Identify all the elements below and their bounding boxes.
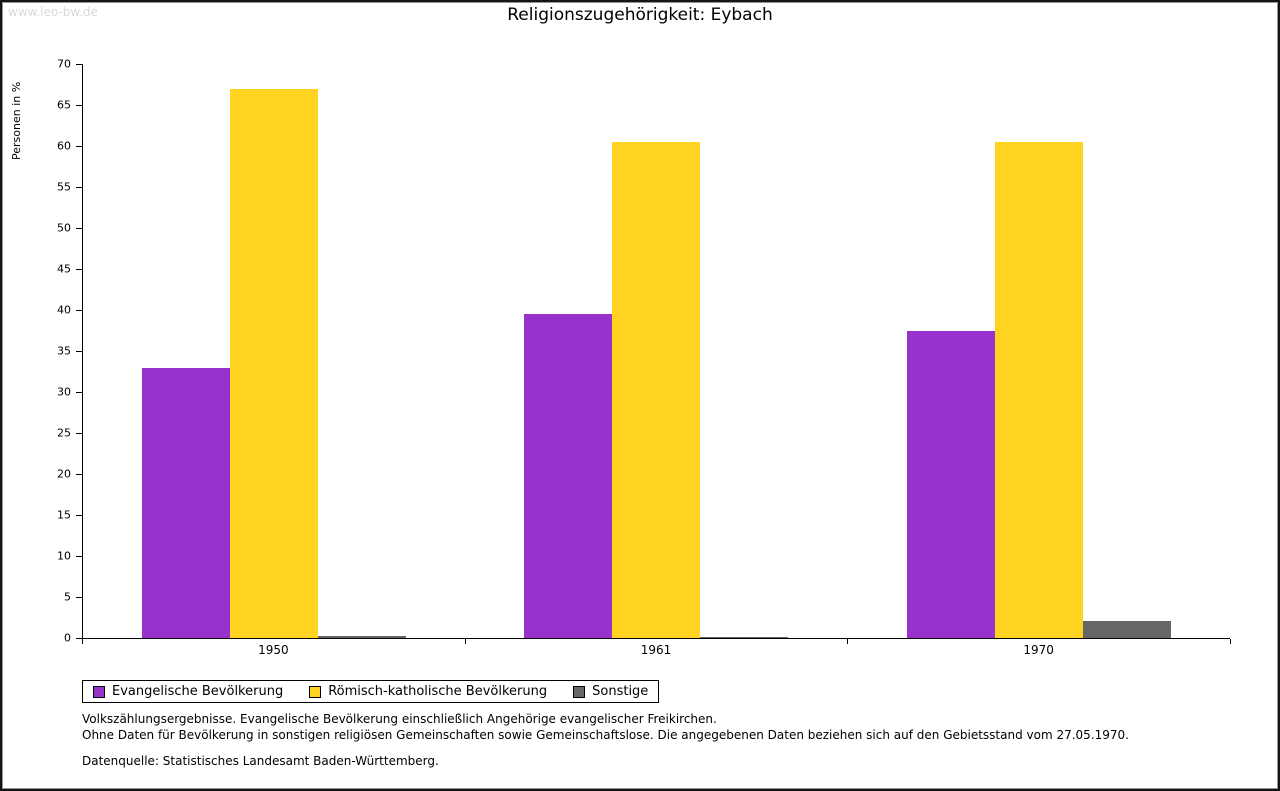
bar-1961 bbox=[612, 141, 701, 638]
plot-area bbox=[82, 64, 1230, 639]
bar-1970 bbox=[994, 141, 1083, 638]
bar-group-1961 bbox=[465, 64, 847, 638]
y-tick bbox=[76, 392, 82, 393]
y-tick-label: 10 bbox=[57, 549, 71, 563]
y-tick-label: 40 bbox=[57, 303, 71, 317]
legend-item-sonstige: Sonstige bbox=[573, 684, 648, 699]
y-tick bbox=[76, 351, 82, 352]
legend-label-evangelisch: Evangelische Bevölkerung bbox=[112, 684, 284, 699]
y-tick bbox=[76, 597, 82, 598]
y-tick-label: 20 bbox=[57, 467, 71, 481]
y-tick-label: 60 bbox=[57, 139, 71, 153]
legend-item-evangelisch: Evangelische Bevölkerung bbox=[93, 684, 283, 699]
y-tick bbox=[76, 146, 82, 147]
y-tick-label: 65 bbox=[57, 98, 71, 112]
y-tick-label: 55 bbox=[57, 180, 71, 194]
bar-group-1970 bbox=[848, 64, 1230, 638]
watermark: www.leo-bw.de bbox=[8, 5, 98, 19]
legend-swatch-evangelisch bbox=[93, 685, 105, 698]
x-tick bbox=[847, 639, 849, 644]
x-tick bbox=[464, 639, 466, 644]
bar-group-1950 bbox=[83, 64, 465, 638]
y-tick-label: 50 bbox=[57, 221, 71, 235]
y-tick bbox=[76, 474, 82, 475]
y-tick bbox=[76, 269, 82, 270]
y-tick bbox=[76, 187, 82, 188]
bar-1961 bbox=[524, 314, 613, 638]
y-tick-label: 15 bbox=[57, 508, 71, 522]
legend: Evangelische Bevölkerung Römisch-katholi… bbox=[82, 680, 660, 703]
y-tick bbox=[76, 638, 82, 639]
y-tick bbox=[76, 556, 82, 557]
legend-swatch-katholisch bbox=[309, 685, 322, 698]
bar-1970 bbox=[906, 331, 995, 638]
footnotes: Volkszählungsergebnisse. Evangelische Be… bbox=[82, 712, 1129, 770]
bar-1950 bbox=[230, 89, 319, 638]
y-tick-label: 0 bbox=[64, 631, 71, 645]
legend-label-sonstige: Sonstige bbox=[592, 684, 649, 699]
legend-swatch-sonstige bbox=[573, 685, 586, 698]
chart-title: Religionszugehörigkeit: Eybach bbox=[507, 5, 773, 25]
y-tick bbox=[76, 515, 82, 516]
x-tick-label: 1970 bbox=[1023, 643, 1054, 657]
y-tick-label: 45 bbox=[57, 262, 71, 276]
footnote-line-1: Volkszählungsergebnisse. Evangelische Be… bbox=[82, 712, 717, 726]
bar-1950 bbox=[318, 635, 407, 638]
y-tick bbox=[76, 105, 82, 106]
data-source: Datenquelle: Statistisches Landesamt Bad… bbox=[82, 754, 439, 768]
y-tick bbox=[76, 64, 82, 65]
x-tick bbox=[1230, 639, 1231, 644]
y-tick-label: 5 bbox=[64, 590, 71, 604]
bar-1961 bbox=[700, 637, 789, 638]
y-tick-label: 35 bbox=[57, 344, 71, 358]
x-tick-label: 1961 bbox=[640, 643, 672, 657]
x-tick-label: 1950 bbox=[258, 643, 289, 657]
y-tick-label: 30 bbox=[57, 385, 71, 399]
legend-label-katholisch: Römisch-katholische Bevölkerung bbox=[328, 684, 548, 699]
legend-item-katholisch: Römisch-katholische Bevölkerung bbox=[309, 684, 547, 699]
y-axis: 0 5 10 15 20 25 30 35 40 45 50 55 60 65 70 bbox=[2, 58, 82, 645]
x-tick bbox=[82, 639, 83, 644]
bar-1970 bbox=[1082, 620, 1171, 638]
y-tick bbox=[76, 433, 82, 434]
y-tick bbox=[76, 228, 82, 229]
y-tick bbox=[76, 310, 82, 311]
x-axis: 1950 1961 1970 bbox=[82, 643, 1230, 657]
y-tick-label: 70 bbox=[57, 57, 71, 71]
footnote-line-2: Ohne Daten für Bevölkerung in sonstigen … bbox=[82, 727, 1129, 742]
y-tick-label: 25 bbox=[57, 426, 71, 440]
bar-1950 bbox=[142, 368, 231, 638]
